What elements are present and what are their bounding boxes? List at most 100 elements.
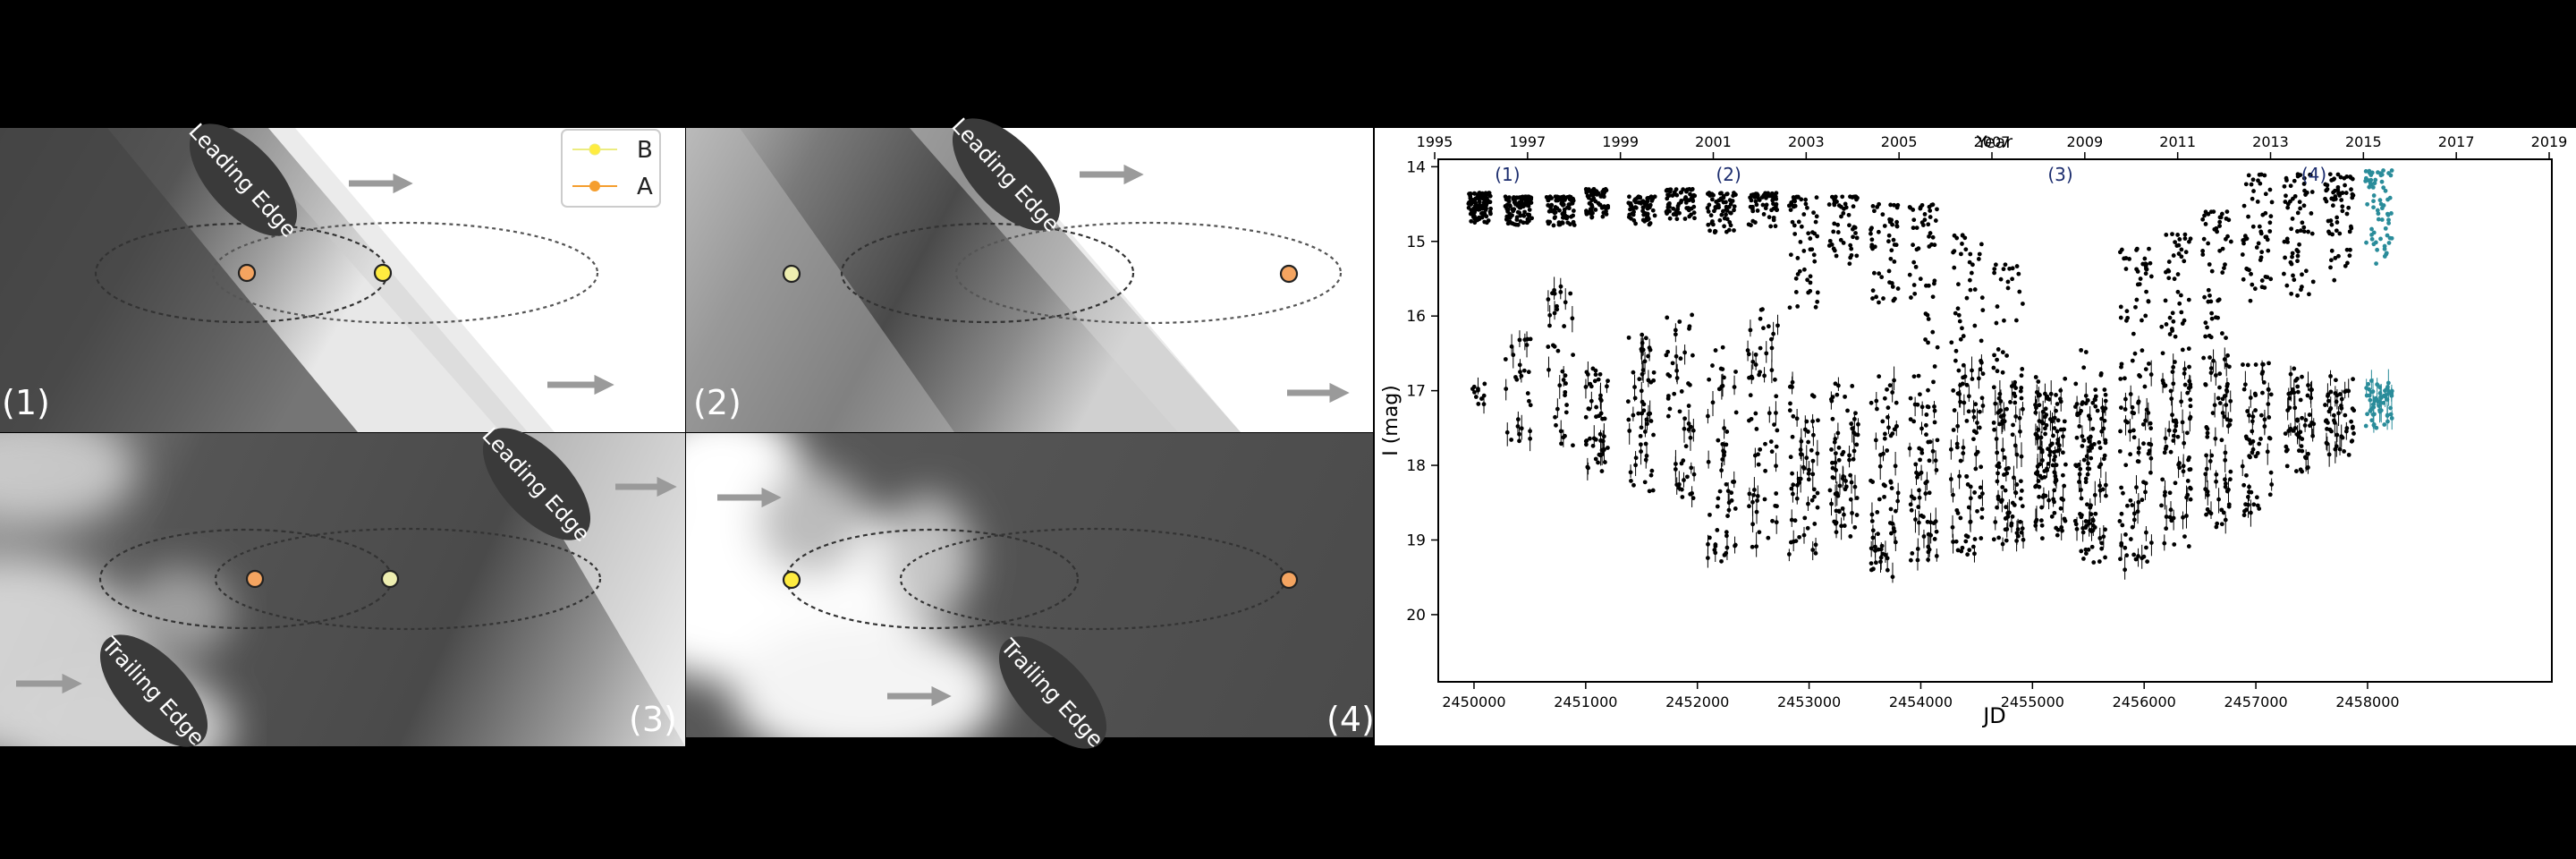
data-point [1992,353,1996,358]
data-point [2363,168,2368,174]
data-point [1670,361,1675,366]
data-point [2125,503,2130,508]
data-point [1705,191,1710,196]
data-point [2177,237,2182,242]
data-point [1476,216,1481,220]
data-point [1966,409,1971,414]
data-point [2144,545,2148,550]
data-point [1600,214,1606,219]
data-point [2159,503,2164,508]
data-point [1646,196,1651,200]
data-point [2038,518,2044,523]
data-point [1841,241,1846,245]
data-point [2086,547,2091,552]
data-point [2055,527,2061,532]
data-point [1893,296,1897,302]
data-point [1677,319,1682,324]
data-point [2179,399,2184,404]
x-tick-label: 2458000 [2335,693,2399,710]
data-point [2033,519,2038,524]
data-point [2382,243,2387,249]
data-point [1889,281,1894,285]
data-point [1724,191,1729,197]
x-tick-label: 2453000 [1777,693,1841,710]
data-point [2090,400,2096,405]
data-point [1560,369,1565,374]
data-point [1998,276,2004,282]
data-point [2258,255,2264,260]
data-point [1713,205,1718,209]
data-point [1732,191,1736,195]
data-point [1639,425,1644,430]
data-point [1665,372,1671,377]
data-point [2227,477,2233,482]
data-point [2092,397,2097,402]
data-point [2163,447,2168,451]
data-point [2037,494,2041,499]
data-point [2175,233,2181,237]
data-point [2300,469,2304,474]
data-point [1803,197,1809,202]
data-point [1925,312,1930,318]
data-point [1646,353,1650,359]
data-point [1596,460,1600,465]
data-point [2118,377,2123,381]
data-point [2117,448,2123,454]
data-point [2117,519,2123,523]
data-point [2080,513,2084,518]
data-point [1951,250,1955,255]
data-point [2260,361,2266,367]
data-point [1832,248,1837,253]
data-point [2050,463,2055,468]
data-point [1892,427,1897,432]
data-point [1932,420,1937,425]
data-point [2253,408,2258,412]
data-point [1979,464,1984,470]
data-point [2295,253,2301,259]
data-point [2085,502,2089,507]
data-point [2103,527,2107,532]
data-point [2101,426,2106,431]
data-point [1640,332,1645,337]
data-point [1750,359,1756,364]
data-point [1881,482,1886,488]
data-point [1682,426,1687,431]
data-point [1628,207,1632,212]
data-point [1835,430,1841,436]
data-point [2223,481,2228,486]
data-point [1968,251,1973,257]
data-point [2372,181,2377,186]
data-point [1931,379,1936,385]
data-point [2326,394,2330,398]
data-point [1471,384,1477,389]
data-point [2052,488,2057,493]
data-point [2241,513,2247,518]
data-point [1853,411,1858,416]
data-point [1769,194,1775,199]
data-point [2000,370,2005,375]
data-point [1952,265,1957,270]
data-point [1813,550,1818,556]
data-point [2249,510,2253,515]
data-point [2371,402,2377,407]
data-point [2123,256,2129,260]
data-point [1912,402,1918,407]
data-point [1788,208,1793,212]
data-point [1482,219,1487,225]
data-point [2173,360,2177,364]
data-point [1733,410,1739,415]
data-point [1649,198,1655,203]
data-point [1473,216,1479,221]
data-point [1892,259,1897,264]
data-point [2289,291,2294,296]
data-point [1528,436,1533,441]
data-point [2219,522,2224,527]
data-point [2344,426,2350,430]
data-point [1468,191,1473,196]
data-point [1629,478,1633,483]
data-point [1832,519,1837,524]
data-point [1552,208,1556,213]
data-point [2100,405,2105,411]
data-point [2142,256,2148,261]
data-point [2333,256,2338,260]
